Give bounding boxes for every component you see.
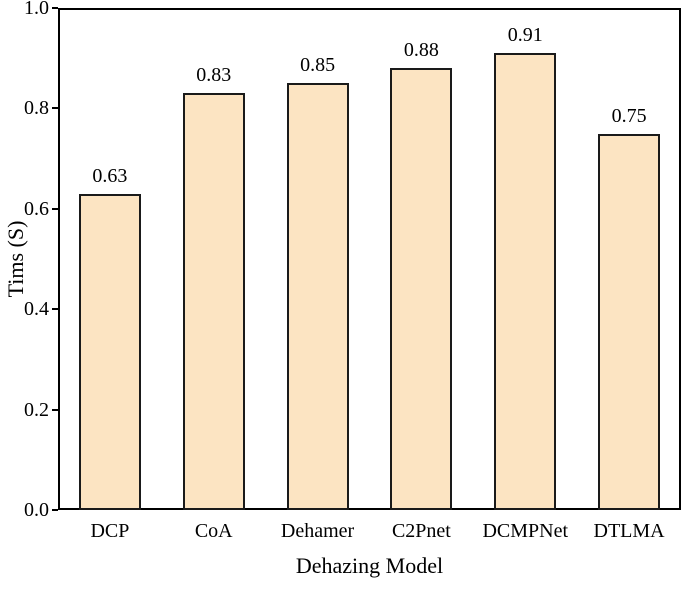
bar-DCP [78,193,141,510]
bar-value-label: 0.83 [196,64,232,87]
bar-DTLMA [598,133,661,510]
x-category-label: DCMPNet [482,520,569,542]
x-category-label: DCP [90,520,130,542]
y-axis-title-text: Tims (S) [3,220,28,298]
bar-value-label: 0.88 [403,39,439,62]
y-tick-mark [52,7,58,9]
x-category-label: C2Pnet [391,520,451,542]
bar-value-label: 0.63 [92,164,128,187]
y-tick-label: 0.2 [24,398,49,421]
y-tick-mark [52,308,58,311]
bar-value-label: 0.75 [611,104,647,127]
x-category-label: CoA [194,520,233,542]
y-tick-mark [52,207,58,210]
bar-value-label: 0.85 [300,54,336,77]
y-tick-label: 0.4 [24,298,49,321]
y-tick-label: 0.0 [24,499,49,521]
y-tick-mark [52,509,58,511]
y-tick-label: 0.6 [24,197,49,220]
y-tick-mark [52,408,58,411]
bar-C2Pnet [390,68,453,510]
x-category-label: Dehamer [280,520,355,542]
bar-CoA [182,93,245,510]
plot-area [58,8,681,510]
x-axis-title: Dehazing Model [295,553,444,578]
y-tick-label: 1.0 [24,0,49,19]
bar-value-label: 0.91 [507,24,543,47]
bar-Dehamer [286,83,349,510]
bar-DCMPNet [494,53,557,510]
y-tick-label: 0.8 [24,97,49,120]
x-category-label: DTLMA [593,520,665,542]
y-tick-mark [52,107,58,110]
